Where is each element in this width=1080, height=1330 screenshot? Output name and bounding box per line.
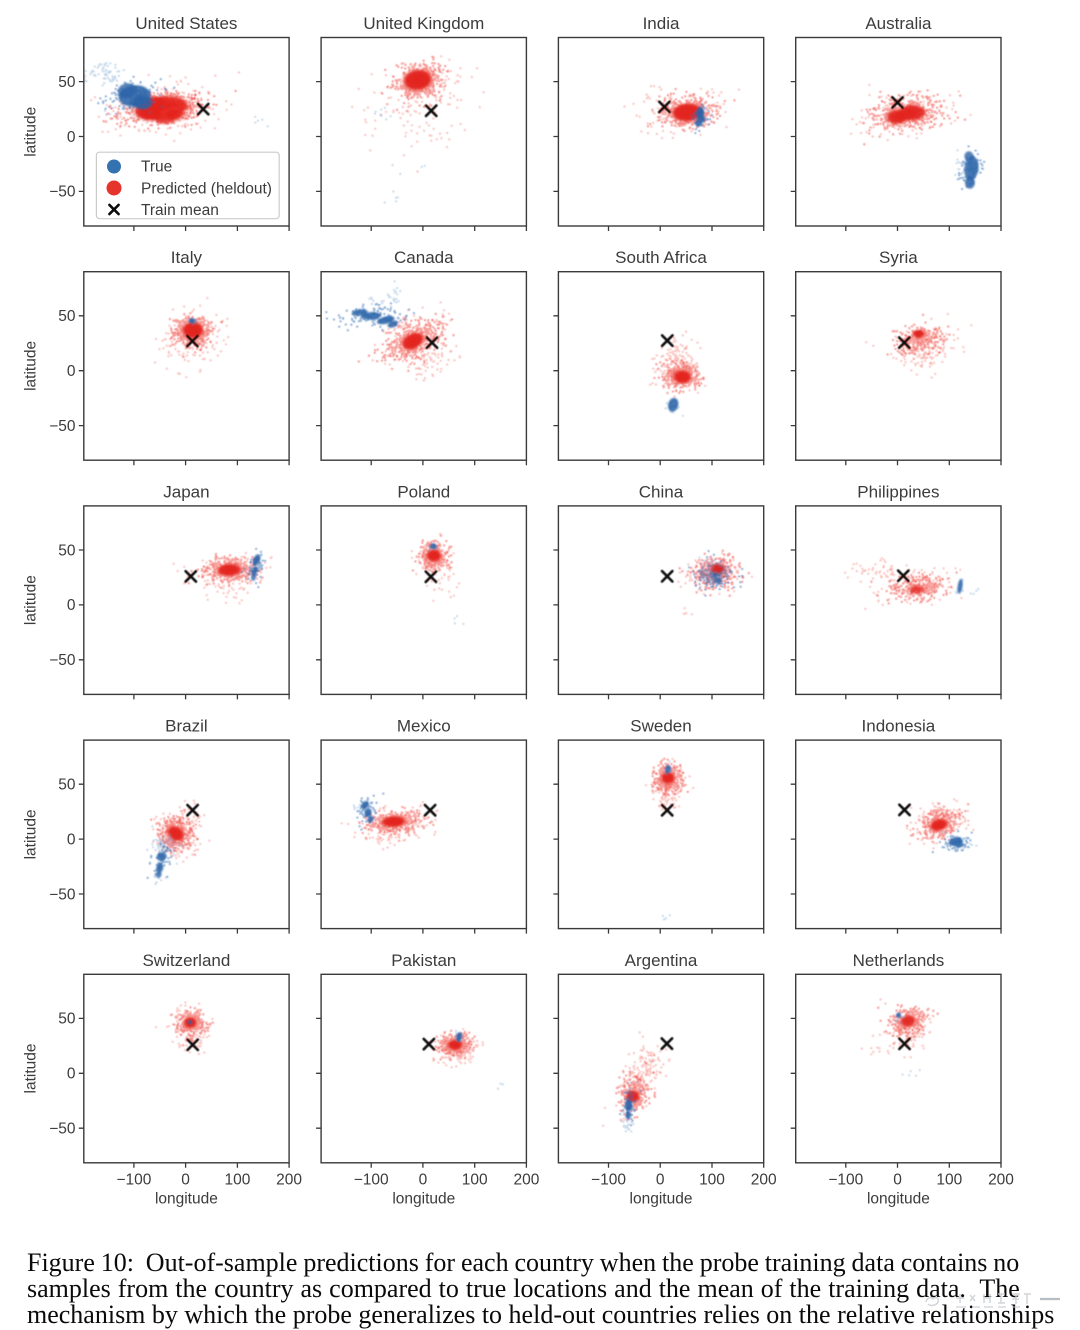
svg-text:Pakistan: Pakistan	[391, 951, 456, 970]
svg-text:longitude: longitude	[630, 1191, 693, 1208]
svg-text:latitude: latitude	[23, 575, 40, 625]
svg-text:United States: United States	[135, 14, 237, 33]
svg-text:0: 0	[419, 1172, 428, 1189]
svg-text:Train mean: Train mean	[141, 202, 219, 219]
svg-text:200: 200	[751, 1172, 777, 1189]
svg-text:−50: −50	[49, 184, 76, 201]
svg-text:200: 200	[276, 1172, 302, 1189]
svg-text:latitude: latitude	[23, 809, 40, 859]
svg-text:longitude: longitude	[155, 1191, 218, 1208]
svg-text:50: 50	[58, 1011, 76, 1028]
svg-text:200: 200	[513, 1172, 539, 1189]
svg-text:China: China	[639, 482, 684, 501]
svg-text:Canada: Canada	[394, 248, 454, 267]
svg-text:Japan: Japan	[163, 482, 209, 501]
svg-text:0: 0	[67, 1066, 76, 1083]
svg-text:longitude: longitude	[392, 1191, 455, 1208]
svg-text:latitude: latitude	[23, 341, 40, 391]
svg-text:−100: −100	[828, 1172, 863, 1189]
svg-text:0: 0	[67, 129, 76, 146]
svg-text:True: True	[141, 159, 172, 176]
svg-text:South Africa: South Africa	[615, 248, 707, 267]
svg-text:0: 0	[181, 1172, 190, 1189]
svg-text:50: 50	[58, 308, 76, 325]
svg-text:50: 50	[58, 542, 76, 559]
svg-text:Indonesia: Indonesia	[862, 717, 936, 736]
svg-text:−50: −50	[49, 652, 76, 669]
svg-text:50: 50	[58, 74, 76, 91]
svg-text:0: 0	[67, 363, 76, 380]
svg-text:100: 100	[224, 1172, 250, 1189]
svg-text:Brazil: Brazil	[165, 717, 208, 736]
svg-text:−50: −50	[49, 1121, 76, 1138]
svg-text:200: 200	[988, 1172, 1014, 1189]
svg-text:Syria: Syria	[879, 248, 918, 267]
svg-text:−50: −50	[49, 418, 76, 435]
svg-text:Italy: Italy	[171, 248, 203, 267]
svg-text:Netherlands: Netherlands	[853, 951, 945, 970]
svg-text:Argentina: Argentina	[625, 951, 698, 970]
svg-text:longitude: longitude	[867, 1191, 930, 1208]
svg-text:0: 0	[893, 1172, 902, 1189]
svg-text:Philippines: Philippines	[857, 482, 939, 501]
svg-text:latitude: latitude	[23, 1044, 40, 1094]
svg-text:Australia: Australia	[865, 14, 932, 33]
svg-text:−100: −100	[591, 1172, 626, 1189]
svg-text:Mexico: Mexico	[397, 717, 451, 736]
svg-text:United Kingdom: United Kingdom	[363, 14, 484, 33]
svg-text:50: 50	[58, 777, 76, 794]
svg-text:Predicted (heldout): Predicted (heldout)	[141, 181, 272, 198]
svg-text:0: 0	[67, 831, 76, 848]
svg-text:100: 100	[699, 1172, 725, 1189]
svg-text:100: 100	[462, 1172, 488, 1189]
svg-text:0: 0	[656, 1172, 665, 1189]
svg-text:0: 0	[67, 597, 76, 614]
svg-text:−100: −100	[354, 1172, 389, 1189]
svg-text:latitude: latitude	[23, 107, 40, 157]
svg-text:Poland: Poland	[397, 482, 450, 501]
svg-text:Switzerland: Switzerland	[142, 951, 230, 970]
svg-text:Sweden: Sweden	[630, 717, 691, 736]
svg-text:−100: −100	[116, 1172, 151, 1189]
svg-text:−50: −50	[49, 886, 76, 903]
svg-text:100: 100	[936, 1172, 962, 1189]
svg-text:India: India	[643, 14, 680, 33]
